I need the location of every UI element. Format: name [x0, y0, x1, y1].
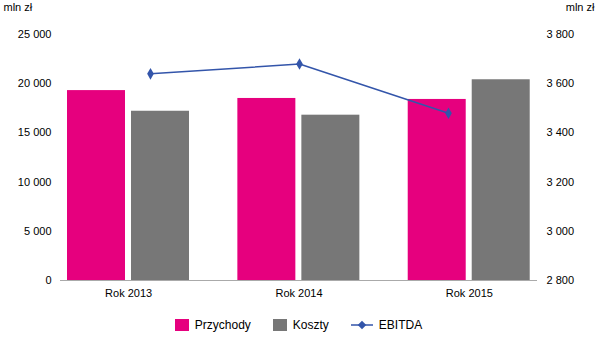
svg-text:5 000: 5 000	[24, 225, 52, 237]
svg-text:25 000: 25 000	[18, 28, 52, 40]
svg-text:Rok 2013: Rok 2013	[105, 287, 152, 299]
svg-text:3 200: 3 200	[547, 176, 575, 188]
html-text:Koszty: Koszty	[292, 318, 329, 332]
svg-text:mln zł: mln zł	[4, 1, 33, 13]
svg-text:3 600: 3 600	[547, 77, 575, 89]
svg-text:Rok 2014: Rok 2014	[275, 287, 322, 299]
svg-text:mln zł: mln zł	[566, 1, 595, 13]
svg-text:3 000: 3 000	[547, 225, 575, 237]
svg-text:3 400: 3 400	[547, 126, 575, 138]
html-text:Przychody: Przychody	[194, 318, 251, 332]
svg-text:3 800: 3 800	[547, 28, 575, 40]
svg-text:2 800: 2 800	[547, 274, 575, 286]
svg-text:10 000: 10 000	[18, 176, 52, 188]
html-text:EBITDA: EBITDA	[378, 318, 423, 332]
svg-text:Rok 2015: Rok 2015	[446, 287, 493, 299]
svg-text:0: 0	[45, 274, 51, 286]
svg-text:20 000: 20 000	[18, 77, 52, 89]
svg-text:15 000: 15 000	[18, 126, 52, 138]
